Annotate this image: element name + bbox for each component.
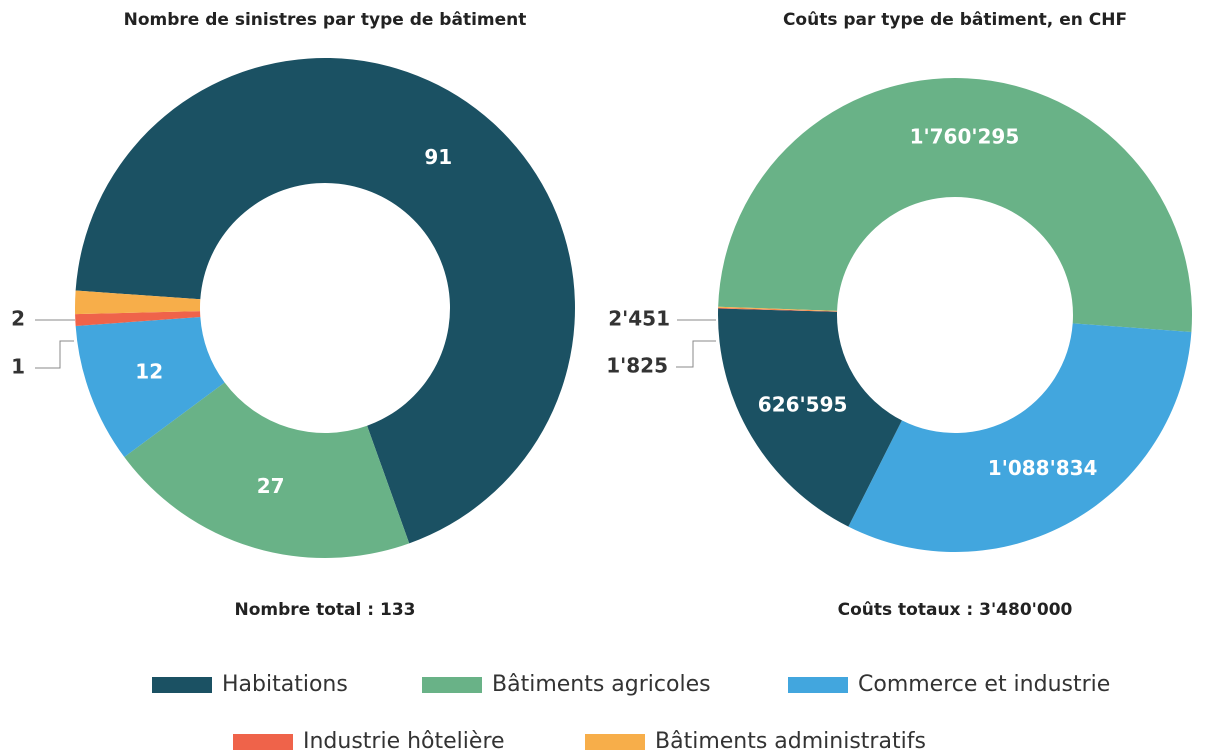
slice — [74, 290, 201, 315]
slice — [718, 307, 838, 312]
data-label: 626'595 — [758, 393, 848, 417]
legend-swatch — [152, 677, 212, 693]
data-label: 91 — [424, 145, 452, 169]
slice — [75, 311, 201, 326]
legend-swatch — [422, 677, 482, 693]
legend-swatch — [788, 677, 848, 693]
legend-swatch — [585, 734, 645, 750]
slice — [124, 382, 410, 558]
slice — [848, 323, 1192, 552]
slice — [718, 306, 838, 312]
data-label: 2'451 — [608, 307, 670, 331]
data-label: 1 — [11, 355, 25, 379]
leader-line — [676, 340, 716, 368]
chart-title: Coûts par type de bâtiment, en CHF — [783, 10, 1127, 30]
slice — [718, 308, 902, 527]
data-label: 1'088'834 — [988, 456, 1098, 480]
slice — [75, 58, 576, 544]
data-label: 1'825 — [606, 354, 668, 378]
data-label: 1'760'295 — [910, 124, 1020, 148]
legend-label: Commerce et industrie — [858, 672, 1110, 697]
legend-label: Bâtiments administratifs — [655, 729, 926, 754]
data-label: 12 — [135, 360, 163, 384]
legend-label: Bâtiments agricoles — [492, 672, 711, 697]
total-label: Coûts totaux : 3'480'000 — [838, 600, 1073, 620]
chart-title: Nombre de sinistres par type de bâtiment — [124, 10, 527, 30]
data-label: 2 — [11, 307, 25, 331]
slice — [718, 78, 1192, 332]
legend-swatch — [233, 734, 293, 750]
leader-line — [35, 340, 74, 369]
slice — [75, 316, 225, 458]
legend-label: Habitations — [222, 672, 348, 697]
legend-label: Industrie hôtelière — [303, 729, 505, 754]
data-label: 27 — [257, 474, 285, 498]
total-label: Nombre total : 133 — [235, 600, 416, 620]
